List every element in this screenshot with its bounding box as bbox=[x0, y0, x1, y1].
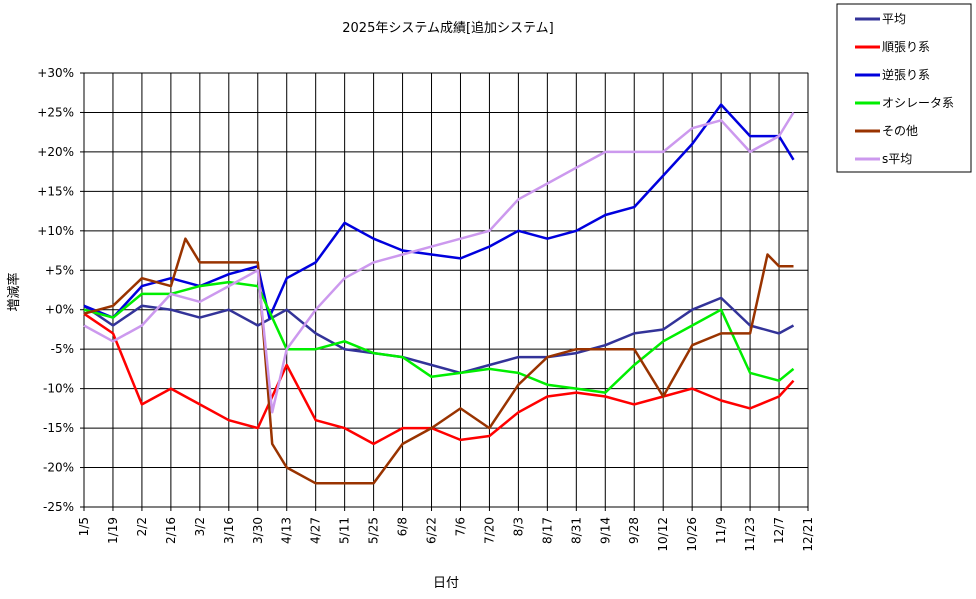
x-tick-label: 2/2 bbox=[135, 517, 149, 536]
x-tick-label: 10/12 bbox=[656, 517, 670, 552]
series-line-平均 bbox=[83, 296, 795, 375]
legend-label: その他 bbox=[882, 124, 918, 138]
x-tick-label: 8/31 bbox=[569, 517, 583, 544]
x-tick-label: 3/2 bbox=[193, 517, 207, 536]
series-line-その他 bbox=[83, 237, 794, 485]
x-tick-label: 9/28 bbox=[627, 517, 641, 544]
y-tick-label: -10% bbox=[43, 382, 74, 396]
y-tick-label: -5% bbox=[51, 342, 74, 356]
x-tick-label: 11/23 bbox=[743, 517, 757, 552]
y-tick-label: +30% bbox=[37, 66, 74, 80]
x-tick-label: 12/21 bbox=[801, 517, 815, 552]
x-tick-label: 9/14 bbox=[598, 517, 612, 544]
x-tick-label: 3/16 bbox=[222, 517, 236, 544]
y-tick-label: +5% bbox=[45, 263, 74, 277]
x-axis-label: 日付 bbox=[433, 576, 459, 591]
x-tick-label: 4/13 bbox=[280, 517, 294, 544]
x-tick-label: 1/19 bbox=[106, 517, 120, 544]
x-tick-label: 10/26 bbox=[685, 517, 699, 552]
series-line-s平均 bbox=[83, 111, 795, 414]
series-line-逆張り系 bbox=[83, 103, 795, 319]
x-axis-ticks: 1/5 1/19 2/2 2/16 3/2 3/16 3/30 4/13 4/27 5/11 5/2… bbox=[77, 507, 815, 552]
x-tick-label: 7/6 bbox=[453, 517, 467, 536]
y-tick-label: -15% bbox=[43, 421, 74, 435]
series-line-順張り系 bbox=[83, 312, 795, 446]
chart-title: 2025年システム成績[追加システム] bbox=[342, 20, 553, 36]
x-tick-label: 5/11 bbox=[338, 517, 352, 544]
series-line-オシレータ系 bbox=[83, 280, 795, 394]
x-tick-label: 8/3 bbox=[511, 517, 525, 536]
grid bbox=[83, 72, 809, 508]
y-tick-label: -25% bbox=[43, 500, 74, 514]
x-tick-label: 4/27 bbox=[309, 517, 323, 544]
x-tick-label: 12/7 bbox=[772, 517, 786, 544]
y-tick-label: -20% bbox=[43, 461, 74, 475]
y-axis-ticks: +30% +25% +20% +15% +10% +5% +0% -5% -10% -15% -20… bbox=[37, 66, 84, 514]
legend-label: オシレータ系 bbox=[882, 96, 954, 110]
x-tick-label: 11/9 bbox=[714, 517, 728, 544]
y-tick-label: +0% bbox=[45, 303, 74, 317]
x-tick-label: 1/5 bbox=[77, 517, 91, 536]
x-tick-label: 3/30 bbox=[251, 517, 265, 544]
x-tick-label: 8/17 bbox=[540, 517, 554, 544]
legend-label: 逆張り系 bbox=[882, 67, 930, 82]
plot-area bbox=[83, 72, 809, 508]
x-tick-label: 6/22 bbox=[425, 517, 439, 544]
x-tick-label: 5/25 bbox=[367, 517, 381, 544]
y-axis-label: 増減率 bbox=[6, 272, 22, 311]
legend-label: s平均 bbox=[882, 152, 912, 166]
x-tick-label: 6/8 bbox=[396, 517, 410, 536]
legend-label: 順張り系 bbox=[882, 40, 930, 54]
series-lines bbox=[83, 103, 795, 485]
y-tick-label: +15% bbox=[37, 184, 74, 198]
legend-box bbox=[836, 3, 972, 173]
y-tick-label: +20% bbox=[37, 145, 74, 159]
y-tick-label: +10% bbox=[37, 224, 74, 238]
x-tick-label: 2/16 bbox=[164, 517, 178, 544]
legend-label: 平均 bbox=[882, 12, 906, 26]
x-tick-label: 7/20 bbox=[482, 517, 496, 544]
y-tick-label: +25% bbox=[37, 105, 74, 119]
